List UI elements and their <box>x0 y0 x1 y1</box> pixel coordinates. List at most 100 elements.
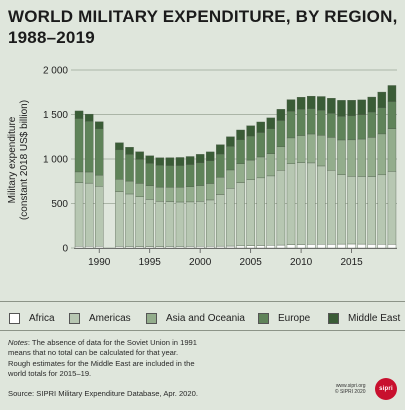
notes: Notes: The absence of data for the Sovie… <box>8 338 313 380</box>
bar-segment-europe-2001 <box>206 160 215 184</box>
bar-segment-americas-2010 <box>296 162 306 245</box>
bar-segment-americas-1999 <box>185 201 195 247</box>
bar-segment-africa-2007 <box>266 245 276 249</box>
bar-segment-asia-and-oceania-1993 <box>125 180 134 195</box>
bar-segment-middle-east-2009 <box>286 99 296 112</box>
bar-segment-africa-2001 <box>206 246 215 249</box>
bar-segment-middle-east-1994 <box>135 151 144 160</box>
bar-segment-middle-east-1999 <box>185 156 195 165</box>
bar-segment-americas-1992 <box>115 191 124 247</box>
bar-segment-asia-and-oceania-2010 <box>296 135 306 163</box>
notes-line-1: : The absence of data for the Soviet Uni… <box>27 338 197 347</box>
legend-item-middle-east: Middle East <box>328 313 400 324</box>
bar-segment-europe-1988 <box>74 118 84 173</box>
bar-segment-middle-east-1996 <box>155 157 165 166</box>
legend-swatch-americas <box>69 313 80 324</box>
bar-segment-americas-1996 <box>155 201 165 247</box>
bar-segment-africa-2002 <box>216 245 225 249</box>
x-tick-label: 2000 <box>189 257 212 268</box>
bar-segment-asia-and-oceania-2001 <box>206 183 215 201</box>
legend-swatch-europe <box>258 313 269 324</box>
bar-segment-asia-and-oceania-2013 <box>327 137 336 171</box>
bar-segment-middle-east-2005 <box>246 125 255 137</box>
bar-segment-asia-and-oceania-2015 <box>347 139 356 177</box>
y-tick-label: 500 <box>51 199 68 210</box>
bar-segment-americas-2017 <box>367 176 376 245</box>
bar-segment-asia-and-oceania-2018 <box>377 133 387 176</box>
bar-segment-middle-east-2007 <box>266 117 276 129</box>
bar-segment-africa-1988 <box>74 246 84 249</box>
bar-segment-americas-1998 <box>175 201 185 247</box>
bar-segment-americas-2000 <box>195 201 205 247</box>
bar-segment-middle-east-2017 <box>367 96 376 113</box>
bar-segment-asia-and-oceania-1996 <box>155 186 165 202</box>
bar-segment-africa-2003 <box>226 245 235 249</box>
bar-segment-asia-and-oceania-1994 <box>135 183 144 197</box>
bar-segment-middle-east-1998 <box>175 157 185 166</box>
bar-segment-americas-2007 <box>266 175 276 246</box>
bar-segment-americas-2011 <box>306 162 316 245</box>
bar-segment-asia-and-oceania-2007 <box>266 153 276 177</box>
bar-segment-europe-2007 <box>266 128 276 154</box>
bar-segment-africa-2018 <box>377 244 387 249</box>
bar-segment-asia-and-oceania-2000 <box>195 185 205 202</box>
bar-segment-americas-2001 <box>206 199 215 247</box>
bar-segment-middle-east-2004 <box>236 129 245 140</box>
bar-segment-europe-2003 <box>226 146 235 171</box>
bar-segment-asia-and-oceania-2012 <box>317 135 326 167</box>
bar-segment-americas-2009 <box>286 163 296 245</box>
bar-segment-asia-and-oceania-2014 <box>337 139 346 175</box>
bar-segment-europe-2008 <box>276 120 286 147</box>
y-axis-ticks: 0 500 1 000 1 500 2 000 <box>43 66 68 255</box>
x-tick-label: 2005 <box>240 257 263 268</box>
notes-line-4: world totals for 2015–19. <box>8 369 92 379</box>
legend-item-africa: Africa <box>9 313 55 324</box>
bar-segment-asia-and-oceania-2019 <box>387 128 397 172</box>
y-axis-label-line-1: Military expenditure <box>7 116 18 203</box>
bar-segment-middle-east-1993 <box>125 147 134 155</box>
bar-segment-middle-east-2015 <box>347 100 356 117</box>
bar-segment-africa-2004 <box>236 245 245 249</box>
bar-segment-americas-1995 <box>145 199 154 247</box>
bar-segment-americas-1994 <box>135 196 144 247</box>
bar-segment-middle-east-1995 <box>145 155 154 164</box>
bar-segment-africa-1990 <box>95 246 104 249</box>
bar-segment-europe-2004 <box>236 139 245 164</box>
bar-segment-europe-1996 <box>155 165 165 188</box>
bar-segment-americas-2018 <box>377 174 387 245</box>
legend-label-africa: Africa <box>29 313 55 324</box>
bar-segment-europe-2018 <box>377 107 387 135</box>
bar-segment-asia-and-oceania-1998 <box>175 187 185 203</box>
bar-segment-middle-east-2018 <box>377 91 387 108</box>
bar-segment-asia-and-oceania-2002 <box>216 176 225 195</box>
stacked-bar-chart: 0 500 1 000 1 500 2 000 1990 1995 2000 2005 2010… <box>7 66 397 268</box>
bar-segment-asia-and-oceania-1999 <box>185 186 195 203</box>
bar-segment-middle-east-2002 <box>216 144 225 155</box>
bar-segment-asia-and-oceania-1995 <box>145 185 154 200</box>
bar-segment-europe-2011 <box>306 108 316 135</box>
bar-segment-americas-2014 <box>337 174 346 245</box>
bar-segment-africa-2012 <box>317 244 326 249</box>
bar-segment-middle-east-1992 <box>115 142 124 151</box>
y-tick-label: 2 000 <box>43 66 68 77</box>
bar-segment-africa-2010 <box>296 244 306 249</box>
bar-segment-europe-1989 <box>84 121 94 173</box>
sipri-logo: sipri <box>375 378 397 400</box>
bar-segment-africa-2009 <box>286 244 296 249</box>
bar-segment-asia-and-oceania-1990 <box>95 174 104 187</box>
bar-segment-africa-2013 <box>327 243 336 249</box>
bar-segment-europe-1992 <box>115 149 124 180</box>
bar-segment-middle-east-1997 <box>165 157 175 166</box>
bar-segment-asia-and-oceania-1989 <box>84 171 94 184</box>
bar-segment-americas-2005 <box>246 179 255 246</box>
x-axis-ticks: 1990 1995 2000 2005 2010 2015 <box>74 248 397 268</box>
copyright-text: © SIPRI 2020 <box>334 389 366 395</box>
legend-top-rule <box>0 301 405 302</box>
legend-label-asia-oceania: Asia and Oceania <box>166 313 245 324</box>
bar-segment-asia-and-oceania-2004 <box>236 163 245 183</box>
legend-label-europe: Europe <box>278 313 311 324</box>
legend-swatch-middle-east <box>328 313 339 324</box>
bar-segment-africa-2015 <box>347 243 356 249</box>
bar-segment-americas-2016 <box>357 176 366 245</box>
bar-segment-europe-2019 <box>387 101 397 129</box>
